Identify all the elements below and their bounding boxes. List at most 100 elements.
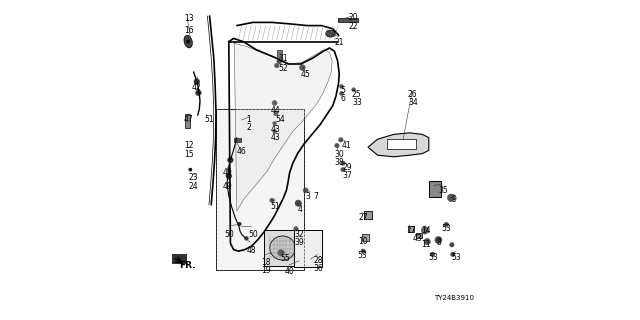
Text: 1: 1 bbox=[246, 115, 251, 124]
Circle shape bbox=[435, 236, 442, 244]
Text: 42: 42 bbox=[192, 83, 202, 92]
FancyBboxPatch shape bbox=[277, 50, 282, 59]
FancyBboxPatch shape bbox=[416, 233, 422, 238]
Text: 51: 51 bbox=[270, 202, 280, 211]
Text: 2: 2 bbox=[246, 123, 251, 132]
Text: 39: 39 bbox=[294, 238, 304, 247]
Text: 37: 37 bbox=[342, 171, 352, 180]
Text: 33: 33 bbox=[352, 98, 362, 107]
Text: 40: 40 bbox=[285, 267, 294, 276]
FancyBboxPatch shape bbox=[338, 18, 358, 22]
Text: 36: 36 bbox=[314, 264, 323, 273]
Circle shape bbox=[451, 252, 455, 257]
Circle shape bbox=[278, 250, 284, 256]
Circle shape bbox=[272, 100, 277, 106]
Polygon shape bbox=[234, 43, 332, 211]
Circle shape bbox=[421, 227, 429, 234]
Circle shape bbox=[270, 198, 275, 203]
Text: 50: 50 bbox=[248, 230, 258, 239]
Text: 8: 8 bbox=[437, 238, 442, 247]
Circle shape bbox=[450, 243, 454, 247]
Text: 28: 28 bbox=[314, 256, 323, 265]
Text: 38: 38 bbox=[334, 158, 344, 167]
Circle shape bbox=[273, 121, 276, 125]
Ellipse shape bbox=[326, 30, 335, 37]
FancyBboxPatch shape bbox=[216, 109, 304, 270]
Text: 14: 14 bbox=[421, 226, 431, 235]
Circle shape bbox=[444, 222, 449, 227]
Circle shape bbox=[228, 157, 234, 163]
Text: 43: 43 bbox=[270, 125, 280, 134]
Text: 54: 54 bbox=[275, 115, 285, 124]
Text: 27: 27 bbox=[358, 213, 368, 222]
Text: 51: 51 bbox=[205, 115, 214, 124]
Text: 5: 5 bbox=[340, 86, 346, 95]
FancyBboxPatch shape bbox=[362, 234, 369, 241]
Circle shape bbox=[244, 236, 248, 240]
Circle shape bbox=[335, 143, 339, 148]
FancyBboxPatch shape bbox=[408, 226, 415, 232]
Text: 6: 6 bbox=[340, 94, 346, 103]
Circle shape bbox=[340, 167, 346, 172]
Circle shape bbox=[226, 173, 232, 179]
Text: 53: 53 bbox=[452, 253, 461, 262]
Text: 53: 53 bbox=[358, 251, 367, 260]
Circle shape bbox=[447, 194, 455, 202]
Circle shape bbox=[187, 40, 189, 43]
Circle shape bbox=[277, 59, 282, 64]
Text: 9: 9 bbox=[451, 195, 456, 204]
Text: 15: 15 bbox=[184, 150, 194, 159]
Text: 35: 35 bbox=[438, 186, 448, 195]
FancyBboxPatch shape bbox=[172, 254, 187, 264]
Circle shape bbox=[189, 168, 192, 171]
Text: 44: 44 bbox=[270, 106, 280, 115]
Polygon shape bbox=[368, 133, 429, 157]
Circle shape bbox=[340, 161, 346, 165]
Circle shape bbox=[339, 138, 343, 142]
Text: 12: 12 bbox=[184, 141, 193, 150]
Circle shape bbox=[273, 129, 276, 133]
Circle shape bbox=[352, 88, 356, 92]
Text: 49: 49 bbox=[223, 182, 232, 191]
Text: 3: 3 bbox=[306, 192, 310, 201]
Circle shape bbox=[294, 227, 298, 231]
FancyBboxPatch shape bbox=[387, 139, 416, 149]
Circle shape bbox=[295, 200, 301, 206]
Text: 47: 47 bbox=[184, 115, 194, 124]
Circle shape bbox=[196, 90, 201, 96]
Text: 49: 49 bbox=[223, 168, 232, 177]
Text: 48: 48 bbox=[246, 246, 256, 255]
Text: 17: 17 bbox=[406, 226, 415, 235]
Circle shape bbox=[303, 188, 308, 193]
Text: 10: 10 bbox=[358, 237, 368, 246]
Text: 45: 45 bbox=[301, 70, 310, 79]
Ellipse shape bbox=[184, 35, 193, 48]
Circle shape bbox=[430, 252, 435, 257]
Circle shape bbox=[339, 92, 344, 95]
Text: 4: 4 bbox=[298, 205, 303, 214]
Text: 30: 30 bbox=[334, 150, 344, 159]
Text: 34: 34 bbox=[408, 98, 418, 107]
Text: 43: 43 bbox=[413, 234, 422, 243]
Text: 21: 21 bbox=[334, 38, 344, 47]
Circle shape bbox=[237, 222, 241, 226]
Circle shape bbox=[424, 238, 430, 245]
Text: 32: 32 bbox=[294, 230, 304, 239]
Text: 55: 55 bbox=[280, 254, 290, 263]
Text: 18: 18 bbox=[261, 258, 270, 267]
Circle shape bbox=[275, 63, 279, 68]
Text: TY24B3910: TY24B3910 bbox=[435, 295, 475, 301]
Text: 31: 31 bbox=[278, 54, 288, 63]
FancyBboxPatch shape bbox=[234, 138, 241, 142]
FancyBboxPatch shape bbox=[364, 211, 372, 219]
FancyBboxPatch shape bbox=[429, 181, 441, 197]
Ellipse shape bbox=[270, 236, 296, 260]
Circle shape bbox=[274, 111, 278, 116]
Text: FR.: FR. bbox=[179, 261, 196, 270]
Text: 26: 26 bbox=[408, 90, 418, 99]
Text: 50: 50 bbox=[224, 230, 234, 239]
Text: 25: 25 bbox=[352, 90, 362, 99]
Text: 24: 24 bbox=[189, 182, 198, 191]
Text: 23: 23 bbox=[189, 173, 198, 182]
Text: 11: 11 bbox=[421, 240, 430, 249]
